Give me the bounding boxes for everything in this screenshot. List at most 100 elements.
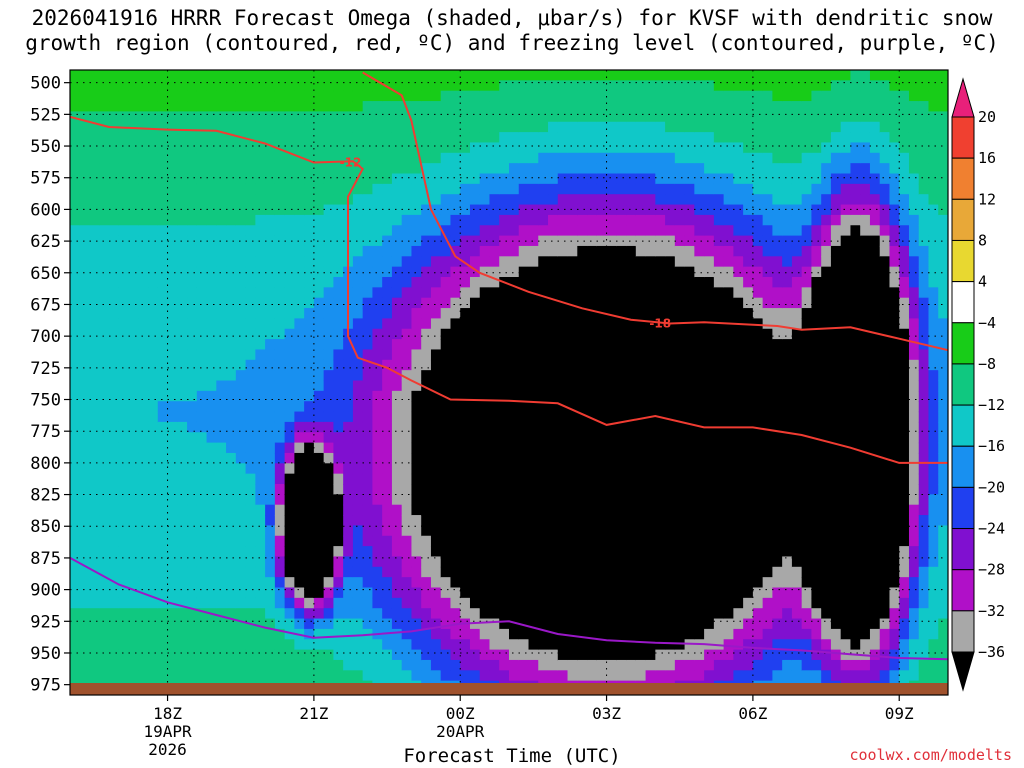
omega-cell (469, 277, 481, 288)
omega-cell (596, 494, 608, 506)
omega-cell (109, 349, 120, 361)
omega-cell (128, 566, 139, 578)
omega-cell (674, 121, 686, 133)
omega-cell (196, 277, 208, 288)
omega-cell (821, 442, 832, 454)
omega-cell (626, 70, 637, 81)
omega-cell (655, 183, 666, 195)
omega-cell (372, 473, 383, 485)
omega-cell (518, 287, 530, 299)
omega-cell (577, 432, 588, 444)
omega-cell (811, 297, 822, 309)
omega-cell (284, 535, 295, 547)
omega-cell (577, 556, 588, 568)
omega-cell (479, 380, 491, 392)
omega-cell (167, 225, 178, 237)
omega-cell (79, 442, 91, 454)
omega-cell (70, 525, 81, 537)
omega-cell (450, 142, 461, 154)
omega-cell (343, 370, 354, 382)
omega-cell (148, 659, 159, 671)
omega-cell (743, 308, 754, 319)
omega-cell (109, 183, 120, 195)
omega-cell (372, 80, 383, 92)
omega-cell (606, 546, 617, 558)
omega-cell (187, 442, 198, 454)
omega-cell (157, 359, 169, 371)
omega-cell (235, 152, 247, 164)
omega-cell (109, 411, 120, 423)
omega-cell (109, 204, 120, 216)
omega-cell (372, 380, 383, 392)
omega-cell (362, 566, 374, 578)
omega-cell (684, 659, 695, 671)
omega-cell (226, 318, 237, 330)
omega-cell (626, 225, 637, 237)
omega-cell (362, 390, 374, 402)
omega-cell (469, 411, 481, 423)
omega-cell (196, 214, 208, 226)
omega-cell (733, 142, 744, 154)
omega-cell (577, 225, 588, 237)
omega-cell (655, 194, 666, 206)
omega-cell (157, 618, 169, 630)
omega-cell (479, 132, 491, 144)
omega-cell (743, 163, 754, 175)
omega-cell (733, 608, 744, 620)
omega-cell (684, 142, 695, 154)
omega-cell (606, 142, 617, 154)
omega-cell (148, 442, 159, 454)
omega-cell (352, 401, 364, 413)
omega-cell (869, 608, 881, 620)
omega-cell (128, 401, 139, 413)
omega-cell (869, 525, 881, 537)
omega-cell (70, 163, 81, 175)
omega-cell (840, 442, 852, 454)
omega-cell (869, 163, 881, 175)
omega-cell (460, 204, 471, 216)
omega-cell (723, 152, 734, 164)
omega-cell (226, 380, 237, 392)
omega-cell (596, 163, 608, 175)
omega-cell (811, 359, 822, 371)
omega-cell (450, 525, 461, 537)
omega-cell (138, 577, 149, 589)
omega-cell (860, 287, 871, 299)
omega-cell (313, 214, 325, 226)
omega-cell (674, 183, 686, 195)
omega-cell (304, 245, 315, 257)
omega-cell (665, 235, 676, 247)
omega-cell (869, 183, 881, 195)
omega-cell (869, 359, 881, 371)
omega-cell (509, 380, 520, 392)
omega-cell (148, 70, 159, 81)
omega-cell (196, 173, 208, 185)
omega-cell (274, 484, 286, 495)
omega-cell (567, 142, 578, 154)
omega-cell (772, 494, 783, 506)
omega-cell (372, 328, 383, 340)
omega-cell (469, 328, 481, 340)
omega-cell (391, 546, 403, 558)
omega-cell (391, 328, 403, 340)
omega-cell (362, 173, 374, 185)
omega-cell (391, 70, 403, 81)
omega-cell (616, 80, 627, 92)
omega-cell (509, 277, 520, 288)
omega-cell (538, 266, 549, 278)
omega-cell (148, 287, 159, 299)
omega-cell (587, 101, 598, 112)
omega-cell (138, 339, 149, 351)
omega-cell (655, 142, 666, 154)
omega-cell (557, 359, 569, 371)
omega-cell (577, 297, 588, 309)
omega-cell (138, 411, 149, 423)
omega-cell (89, 597, 100, 609)
omega-cell (538, 421, 549, 433)
omega-cell (616, 359, 627, 371)
omega-cell (655, 535, 666, 547)
omega-cell (401, 245, 413, 257)
omega-cell (860, 152, 871, 164)
omega-cell (479, 297, 491, 309)
omega-cell (430, 597, 442, 609)
